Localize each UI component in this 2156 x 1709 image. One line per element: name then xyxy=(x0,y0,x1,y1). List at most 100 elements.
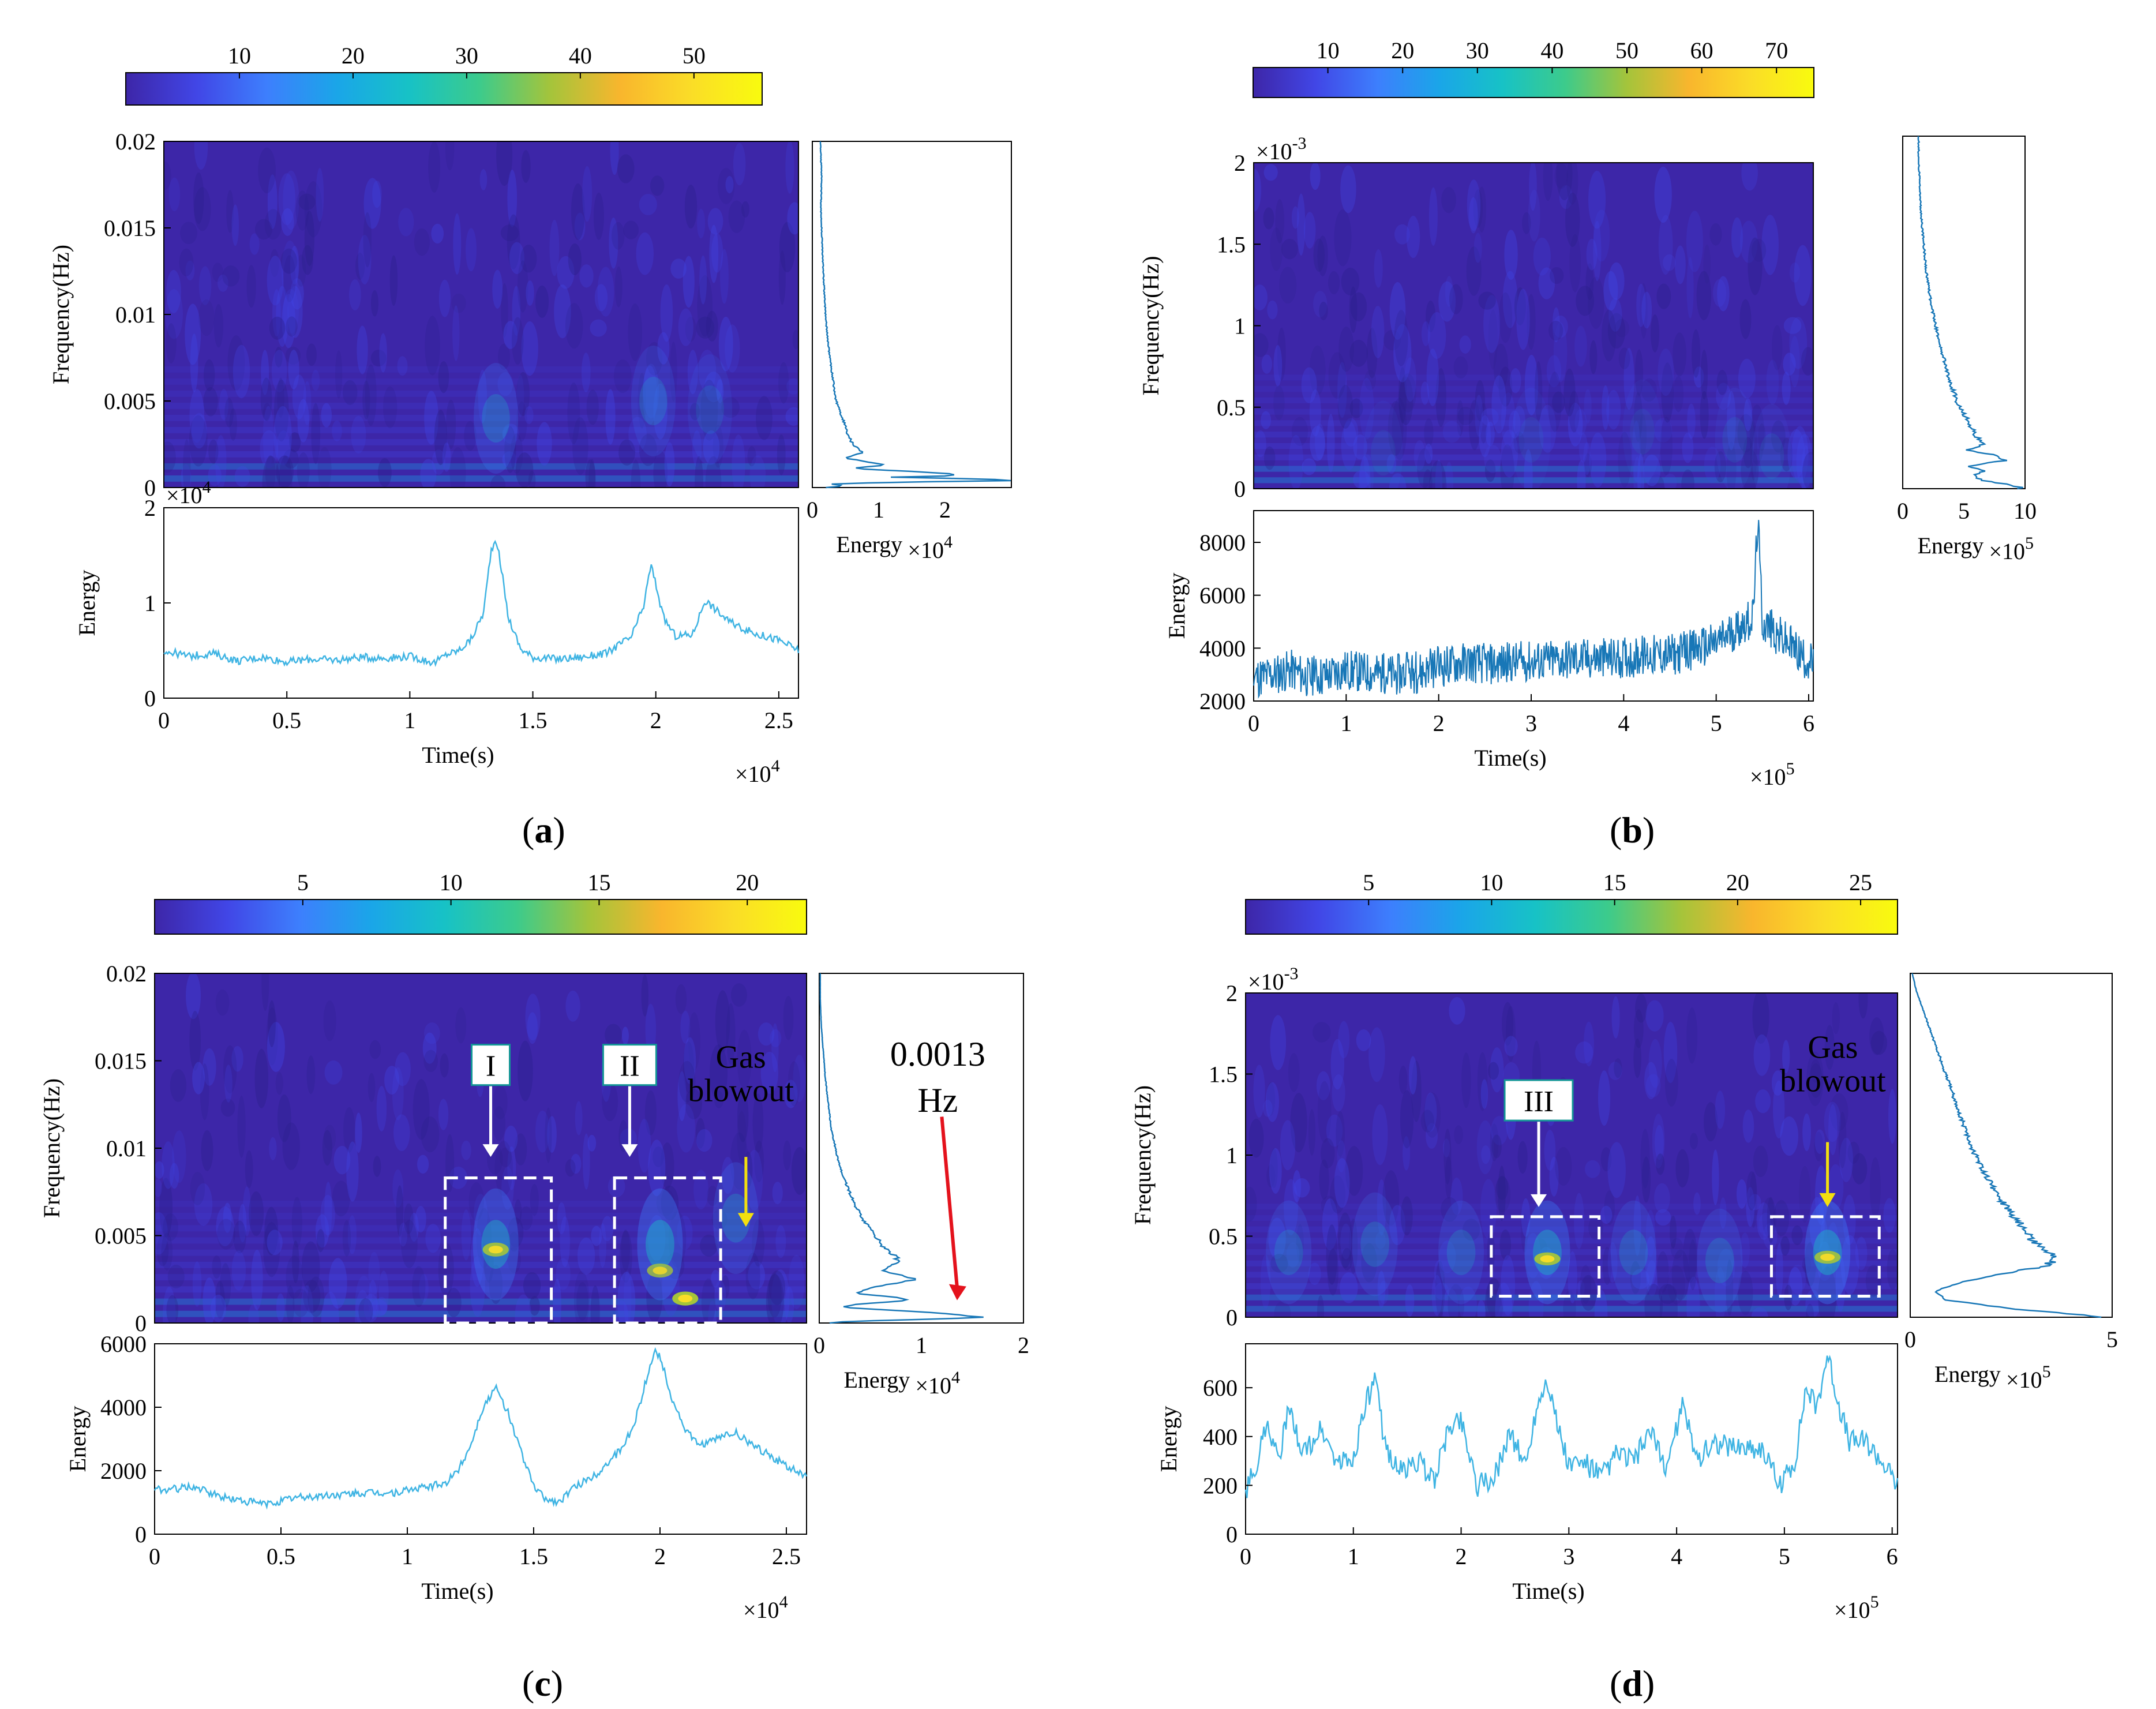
texture-spot xyxy=(639,193,657,216)
panel-d: 5 10 15 20 25 0 0.5 1 1.5 2 Frequency(Hz) ×10-3 0 5 En… xyxy=(1078,854,2155,1709)
texture-spot xyxy=(557,256,575,289)
texture-spot xyxy=(1790,336,1800,388)
texture-spot xyxy=(1340,1223,1352,1260)
texture-spot xyxy=(403,1203,414,1234)
energy-spectrum-xlabel: Energy xyxy=(1934,1361,2001,1387)
texture-spot xyxy=(277,377,284,418)
texture-spot xyxy=(1423,469,1433,489)
texture-spot xyxy=(223,1045,237,1094)
energy-band xyxy=(164,378,798,385)
texture-spot xyxy=(365,364,377,426)
texture-spot xyxy=(492,269,503,309)
texture-spot xyxy=(181,464,192,488)
energy-band xyxy=(164,451,798,458)
texture-spot xyxy=(292,1240,299,1284)
energy-blob xyxy=(1697,1208,1743,1313)
texture-spot xyxy=(1270,1254,1288,1273)
texture-spot xyxy=(290,278,304,310)
texture-spot xyxy=(1480,1079,1488,1109)
texture-spot xyxy=(276,1293,285,1322)
texture-spot xyxy=(1606,389,1621,430)
energy-blob-core xyxy=(1722,417,1748,463)
texture-spot xyxy=(226,190,234,233)
energy-spectrum-xlabel: Energy xyxy=(843,1367,910,1393)
texture-spot xyxy=(574,212,586,241)
texture-spot xyxy=(675,984,687,1014)
texture-spot xyxy=(1653,1183,1670,1213)
texture-spot xyxy=(1780,1116,1799,1156)
texture-spot xyxy=(224,1065,233,1103)
texture-spot xyxy=(705,456,722,488)
texture-spot xyxy=(192,1062,205,1095)
energy-spectrum-xtick-label: 5 xyxy=(1958,498,1970,524)
time-series-y-exponent: ×104 xyxy=(166,478,211,508)
texture-spot xyxy=(613,359,632,393)
texture-spot xyxy=(1782,1040,1790,1074)
spectrogram-ylabel: Frequency(Hz) xyxy=(1130,1085,1156,1225)
texture-spot xyxy=(1656,1251,1669,1293)
texture-spot xyxy=(1586,238,1598,271)
spectrogram-ytick-label: 0.005 xyxy=(95,1223,147,1249)
texture-spot xyxy=(159,1178,173,1238)
texture-spot xyxy=(1275,199,1284,243)
energy-spectrum-xtick-label: 1 xyxy=(873,497,884,523)
texture-spot xyxy=(1434,1260,1444,1285)
texture-spot xyxy=(1802,452,1813,489)
texture-spot xyxy=(1663,254,1676,271)
texture-spot xyxy=(1565,192,1580,247)
texture-spot xyxy=(1614,319,1630,338)
time-series-ylabel: Energy xyxy=(74,570,100,636)
texture-spot xyxy=(297,399,309,443)
annotation-gas-blowout: blowout xyxy=(1780,1063,1886,1099)
texture-spot xyxy=(1394,224,1410,245)
texture-spot xyxy=(535,1110,550,1153)
texture-spot xyxy=(1580,1265,1592,1304)
texture-spot xyxy=(792,329,798,350)
texture-spot xyxy=(527,1012,538,1044)
texture-spot xyxy=(1292,1170,1302,1202)
texture-spot xyxy=(233,1220,246,1254)
colorbar-a xyxy=(125,72,763,106)
texture-spot xyxy=(1737,414,1754,453)
texture-spot xyxy=(585,459,596,488)
texture-spot xyxy=(745,1252,760,1299)
texture-spot xyxy=(277,1094,291,1142)
texture-spot xyxy=(1646,1260,1658,1296)
texture-spot xyxy=(1888,1089,1896,1144)
texture-spot xyxy=(1486,421,1495,447)
texture-spot xyxy=(1670,1238,1683,1259)
texture-spot xyxy=(373,1156,381,1177)
texture-spot xyxy=(499,1147,512,1167)
texture-spot xyxy=(1266,1164,1276,1188)
texture-spot xyxy=(621,1026,629,1045)
energy-spectrum-line xyxy=(819,973,984,1324)
spectrogram-ytick-label: 0.02 xyxy=(106,961,147,987)
time-series-c xyxy=(154,1343,807,1535)
spectrogram-c xyxy=(155,973,807,1323)
texture-spot xyxy=(1858,993,1868,1019)
texture-spot xyxy=(1353,470,1370,489)
texture-spot xyxy=(785,407,798,426)
texture-spot xyxy=(1534,361,1543,422)
colorbar-c xyxy=(154,899,807,935)
spectrogram-ytick-label: 0.015 xyxy=(104,215,156,241)
texture-spot xyxy=(1411,1060,1422,1122)
texture-spot xyxy=(1375,1231,1386,1249)
texture-spot xyxy=(695,1118,706,1149)
texture-spot xyxy=(1645,1209,1655,1257)
texture-spot xyxy=(1703,244,1711,284)
texture-spot xyxy=(1563,368,1576,417)
texture-spot xyxy=(1488,309,1498,370)
colorbar-tick-label: 5 xyxy=(297,870,309,895)
texture-spot xyxy=(507,1217,524,1247)
texture-spot xyxy=(302,245,313,275)
texture-spot xyxy=(1618,432,1632,488)
texture-spot xyxy=(1469,197,1478,234)
texture-spot xyxy=(1319,301,1328,321)
texture-spot xyxy=(1559,185,1573,209)
energy-band xyxy=(1254,408,1813,415)
texture-spot xyxy=(1463,1219,1480,1241)
texture-spot xyxy=(342,380,358,405)
texture-spot xyxy=(1315,423,1325,460)
